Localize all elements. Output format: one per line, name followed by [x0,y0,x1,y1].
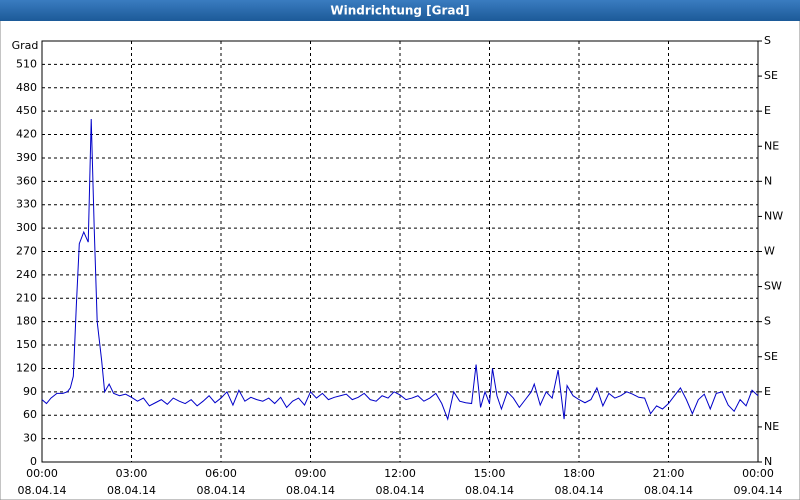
x-tick-label: 18:00 [563,467,595,480]
x-tick-date: 09.04.14 [734,484,783,497]
y2-tick-label: S [764,34,771,47]
y-tick-label: 510 [16,57,37,70]
y2-tick-label: E [764,385,771,398]
y-tick-label: 210 [16,291,37,304]
x-tick-date: 08.04.14 [197,484,246,497]
y-tick-label: 480 [16,81,37,94]
x-tick-date: 08.04.14 [555,484,604,497]
y-tick-label: 330 [16,198,37,211]
x-tick-label: 06:00 [205,467,237,480]
x-tick-label: 00:00 [26,467,58,480]
y-tick-label: 150 [16,338,37,351]
y-tick-label: 60 [23,408,37,421]
x-tick-label: 12:00 [384,467,416,480]
y-tick-label: 270 [16,245,37,258]
y-tick-label: 90 [23,385,37,398]
y-tick-label: 0 [30,455,37,468]
y-tick-label: 300 [16,221,37,234]
title-bar [0,0,800,21]
x-tick-label: 00:00 [742,467,774,480]
y2-tick-label: N [764,455,772,468]
chart-title: Windrichtung [Grad] [330,4,469,18]
y2-tick-label: E [764,104,771,117]
y-tick-label: 450 [16,104,37,117]
x-tick-label: 09:00 [295,467,327,480]
y-axis-label: Grad [12,39,39,52]
y-tick-label: 420 [16,128,37,141]
y2-tick-label: SE [764,69,778,82]
x-tick-date: 08.04.14 [644,484,693,497]
y2-tick-label: NE [764,139,779,152]
y2-tick-label: SW [764,280,782,293]
y-tick-label: 390 [16,151,37,164]
data-line [41,118,759,421]
x-tick-date: 08.04.14 [107,484,156,497]
y2-tick-label: NW [764,209,783,222]
y2-tick-label: NE [764,420,779,433]
x-tick-label: 03:00 [116,467,148,480]
y2-tick-label: W [764,245,775,258]
y-tick-label: 30 [23,432,37,445]
y2-tick-label: N [764,174,772,187]
x-tick-date: 08.04.14 [286,484,335,497]
x-tick-date: 08.04.14 [376,484,425,497]
x-tick-label: 15:00 [474,467,506,480]
y-tick-label: 360 [16,174,37,187]
y-tick-label: 240 [16,268,37,281]
x-tick-label: 21:00 [653,467,685,480]
x-tick-date: 08.04.14 [18,484,67,497]
x-tick-date: 08.04.14 [465,484,514,497]
y-tick-label: 180 [16,315,37,328]
y2-tick-label: SE [764,350,778,363]
y-tick-label: 120 [16,361,37,374]
y2-tick-label: S [764,315,771,328]
